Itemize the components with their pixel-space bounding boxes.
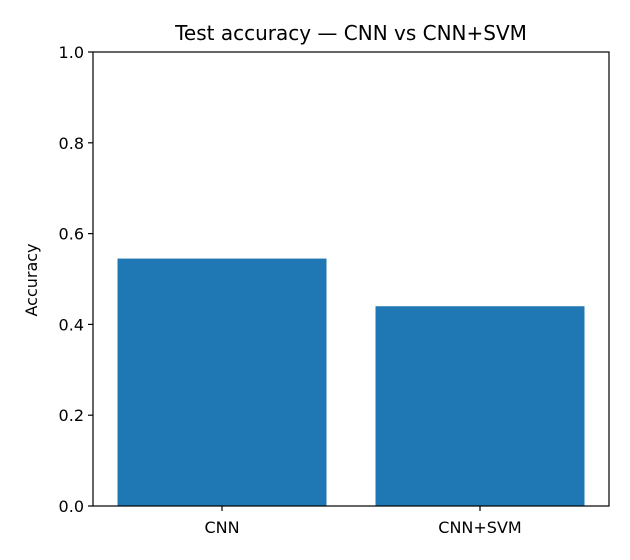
x-tick-label: CNN xyxy=(204,518,239,537)
y-axis-ticks: 0.0 0.2 0.4 0.6 0.8 1.0 xyxy=(59,43,93,516)
chart-title: Test accuracy — CNN vs CNN+SVM xyxy=(174,21,527,45)
plot-frame xyxy=(92,51,610,507)
y-axis-label: Accuracy xyxy=(22,243,41,316)
x-tick-label: CNN+SVM xyxy=(438,518,521,537)
y-tick-label: 0.2 xyxy=(59,406,84,425)
y-tick-label: 1.0 xyxy=(59,43,84,62)
bars-group xyxy=(117,258,585,506)
y-tick-label: 0.6 xyxy=(59,225,84,244)
bar-cnn-svm xyxy=(375,306,585,506)
y-tick-label: 0.8 xyxy=(59,134,84,153)
x-axis-ticks: CNN CNN+SVM xyxy=(204,506,522,537)
bar-cnn xyxy=(117,258,327,506)
y-tick-label: 0.0 xyxy=(59,497,84,516)
y-tick-label: 0.4 xyxy=(59,315,84,334)
